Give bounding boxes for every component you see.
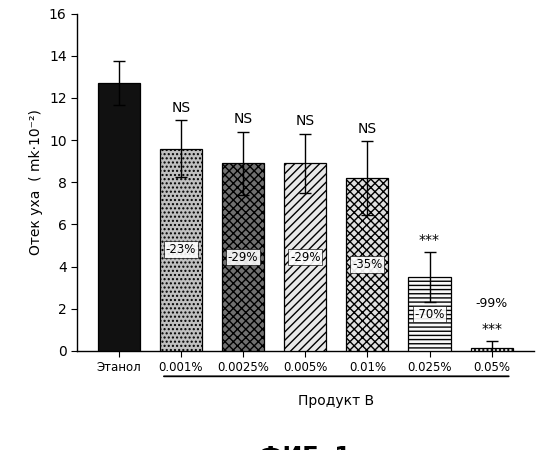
Bar	[284, 163, 326, 351]
Text: -23%: -23%	[166, 243, 196, 256]
Bar	[98, 83, 140, 351]
Text: -35%: -35%	[352, 258, 382, 271]
Text: NS: NS	[234, 112, 252, 126]
Bar	[409, 277, 450, 351]
Bar	[346, 178, 388, 351]
Text: NS: NS	[358, 122, 377, 136]
Text: NS: NS	[172, 101, 190, 115]
Bar	[160, 148, 202, 351]
Bar	[222, 163, 264, 351]
Text: -70%: -70%	[414, 308, 445, 320]
Text: ***: ***	[481, 322, 502, 336]
Text: ***: ***	[419, 233, 440, 247]
Text: -29%: -29%	[228, 251, 258, 264]
Text: ФИГ. 1: ФИГ. 1	[260, 446, 351, 450]
Text: -99%: -99%	[476, 297, 508, 310]
Text: NS: NS	[296, 114, 315, 128]
Text: Продукт В: Продукт В	[298, 394, 375, 408]
Y-axis label: Отек уха  ( mk·10⁻²): Отек уха ( mk·10⁻²)	[29, 109, 43, 255]
Text: -29%: -29%	[290, 251, 321, 264]
Bar	[470, 348, 513, 351]
